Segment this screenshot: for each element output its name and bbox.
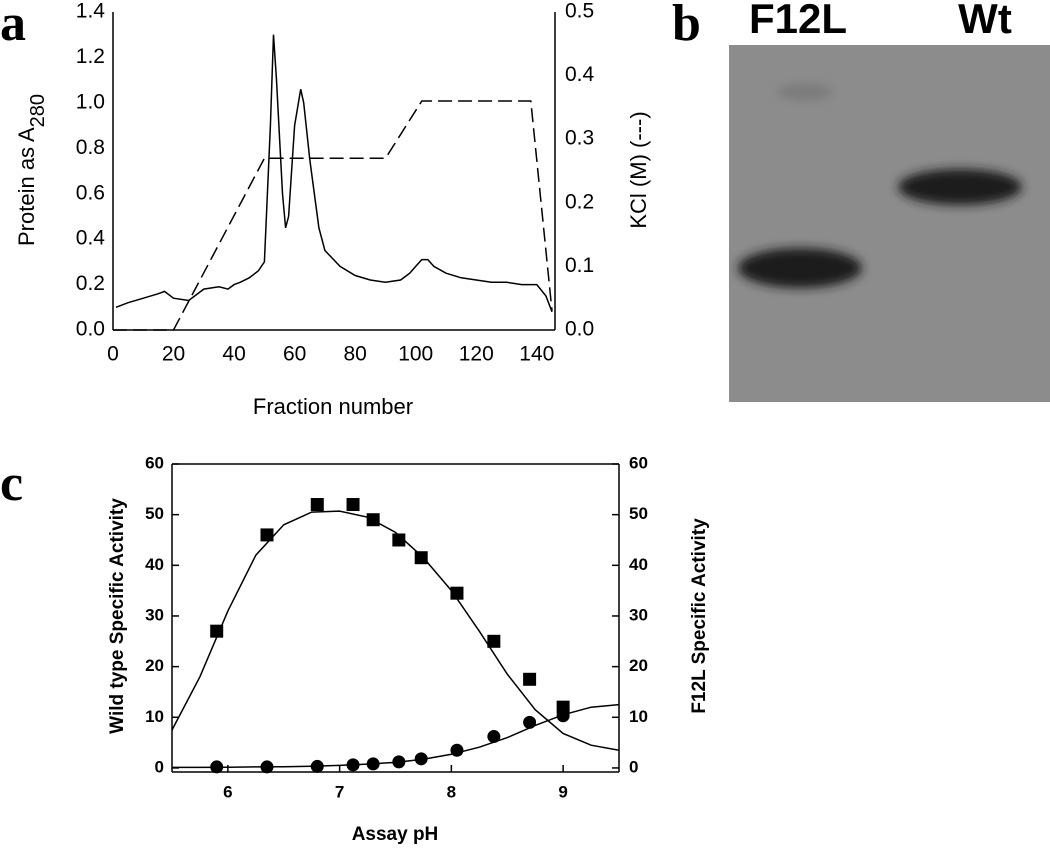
x-axis-label: Assay pH [352,824,439,845]
panel-label: c [0,455,23,512]
x-tick-label: 60 [283,343,306,366]
series-line [115,34,553,313]
chart-panel: c 6 7 8 9 0 10 20 30 40 50 60 0 10 20 30 40 50 60 Assay pH W… [0,453,710,845]
y-tick-label: 50 [145,504,164,523]
x-tick-label: 7 [335,782,344,801]
y2-tick-label: 0 [629,757,638,776]
y2-tick-label: 50 [629,504,648,523]
chart-panel: a 0 20 40 60 80 100 120 140 0.0 0.2 0.4 0.6 0.8 1.0 1.2… [0,0,651,419]
y2-tick-label: 0.5 [565,0,594,23]
series-line [171,510,620,751]
y-axis-label-text: Wild type Specific Activity [107,498,128,734]
panel-label: a [0,0,26,52]
y-tick-label: 1.2 [76,45,105,68]
data-point [260,528,274,542]
y-axis-label-subscript: 280 [27,94,49,127]
data-point [523,715,537,729]
data-point [414,551,428,565]
y2-tick-label: 10 [629,707,648,726]
y2-tick-label: 20 [629,656,648,675]
gel-band [738,248,862,288]
y-tick-label: 1.0 [76,90,105,113]
y-tick-label: 0 [155,757,164,776]
y2-axis-label: KCl (M) (---) [626,111,651,228]
y-axis-label: Wild type Specific Activity [107,498,128,734]
x-tick-label: 6 [223,782,232,801]
lane-label: Wt [958,0,1012,42]
y2-tick-label: 40 [629,555,648,574]
x-tick-label: 80 [344,343,367,366]
y2-tick-label: 60 [629,453,648,472]
gel-band [898,169,1022,205]
y-tick-label: 60 [145,453,164,472]
y-tick-label: 0.4 [76,227,106,250]
data-point [346,498,360,512]
x-tick-label: 100 [398,343,433,366]
gel-panel: b F12L Wt [672,0,1050,402]
y2-tick-label: 30 [629,605,648,624]
panel-label: b [672,0,701,52]
data-point [487,730,501,744]
x-tick-label: 0 [107,343,119,366]
x-tick-label: 9 [558,782,567,801]
data-point [450,586,464,600]
y-tick-label: 10 [145,707,164,726]
y2-tick-label: 0.1 [565,254,594,277]
data-point [487,634,501,648]
data-point [523,672,537,686]
y-tick-label: 1.4 [76,0,106,23]
x-tick-label: 20 [162,343,185,366]
y-tick-label: 20 [145,656,164,675]
y-tick-label: 0.8 [76,136,105,159]
y2-tick-label: 0.3 [565,127,594,150]
x-tick-label: 140 [519,343,554,366]
data-point [392,533,406,547]
gel-smear [777,84,833,100]
y-tick-label: 40 [145,555,164,574]
y2-tick-label: 0.4 [565,63,595,86]
series-line [113,100,553,331]
y-tick-label: 30 [145,605,164,624]
y2-axis-label: F12L Specific Activity [689,518,710,714]
y-axis-label-text: Protein as A [14,127,39,246]
x-tick-label: 120 [459,343,494,366]
y-tick-label: 0.6 [76,181,105,204]
x-tick-label: 40 [222,343,245,366]
data-point [310,498,324,512]
data-point [556,709,570,723]
y-axis-label: Protein as A280 [14,94,49,246]
y-tick-label: 0.2 [76,272,105,295]
y2-tick-label: 0.2 [565,190,594,213]
x-axis-label: Fraction number [253,394,413,419]
lane-label: F12L [749,0,847,42]
series-line [172,703,620,769]
y-tick-label: 0.0 [76,318,105,341]
y2-tick-label: 0.0 [565,318,594,341]
gel-image [729,45,1050,402]
x-tick-label: 8 [447,782,456,801]
